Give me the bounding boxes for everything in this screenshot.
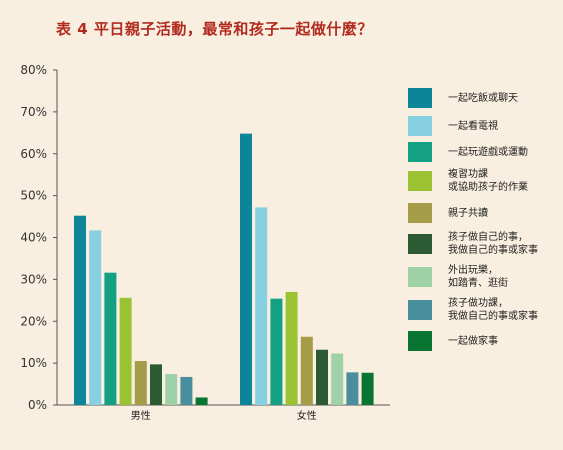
legend-label: 外出玩樂， 如踏青、逛街 [448, 265, 508, 289]
legend-swatch [408, 331, 432, 351]
legend-label: 親子共讀 [448, 207, 488, 219]
bar [165, 374, 178, 405]
bar [104, 272, 117, 405]
y-tick-label: 10% [20, 356, 47, 370]
bar [89, 230, 102, 405]
bar [285, 291, 298, 405]
bar [346, 372, 359, 405]
legend-item: 外出玩樂， 如踏青、逛街 [408, 264, 508, 290]
y-tick-label: 30% [20, 272, 47, 286]
bar [180, 376, 193, 405]
bar [331, 353, 344, 405]
bar [255, 207, 268, 405]
y-tick-label: 0% [28, 398, 47, 412]
chart-title: 表 4 平日親子活動，最常和孩子一起做什麼？ [56, 20, 373, 38]
legend-item: 一起做家事 [408, 331, 498, 351]
legend-swatch [408, 88, 432, 108]
y-tick-label: 70% [20, 105, 47, 119]
legend-label: 一起看電視 [448, 120, 498, 132]
legend-label: 孩子做功課， 我做自己的事或家事 [448, 298, 538, 322]
bar [270, 298, 283, 405]
legend-swatch [408, 300, 432, 320]
bar [119, 297, 132, 405]
legend-swatch [408, 116, 432, 136]
legend-item: 孩子做功課， 我做自己的事或家事 [408, 297, 538, 323]
legend-label: 一起吃飯或聊天 [448, 92, 518, 104]
x-category-label: 女性 [297, 409, 317, 422]
bar [150, 364, 162, 405]
legend-item: 一起看電視 [408, 116, 498, 136]
y-tick-label: 50% [20, 189, 47, 203]
bar [195, 397, 208, 405]
legend-item: 親子共讀 [408, 203, 488, 223]
legend-swatch [408, 234, 432, 254]
x-category-label: 男性 [131, 409, 151, 422]
bar [240, 133, 252, 405]
bar [316, 349, 328, 405]
legend-item: 一起玩遊戲或運動 [408, 142, 528, 162]
legend-swatch [408, 267, 432, 287]
bar [134, 361, 147, 405]
bar [300, 336, 313, 405]
legend-swatch [408, 142, 432, 162]
legend-label: 複習功課 或協助孩子的作業 [448, 169, 528, 193]
y-tick-label: 20% [20, 314, 47, 328]
legend-swatch [408, 171, 432, 191]
legend-label: 一起玩遊戲或運動 [448, 146, 528, 158]
legend-item: 一起吃飯或聊天 [408, 88, 518, 108]
legend-item: 複習功課 或協助孩子的作業 [408, 168, 528, 194]
y-tick-label: 60% [20, 147, 47, 161]
bar [361, 372, 374, 405]
y-tick-label: 40% [20, 231, 47, 245]
y-tick-label: 80% [20, 63, 47, 77]
bar [74, 215, 86, 405]
legend-item: 孩子做自己的事， 我做自己的事或家事 [408, 231, 538, 257]
legend-label: 孩子做自己的事， 我做自己的事或家事 [448, 232, 538, 256]
legend-swatch [408, 203, 432, 223]
legend-label: 一起做家事 [448, 335, 498, 347]
